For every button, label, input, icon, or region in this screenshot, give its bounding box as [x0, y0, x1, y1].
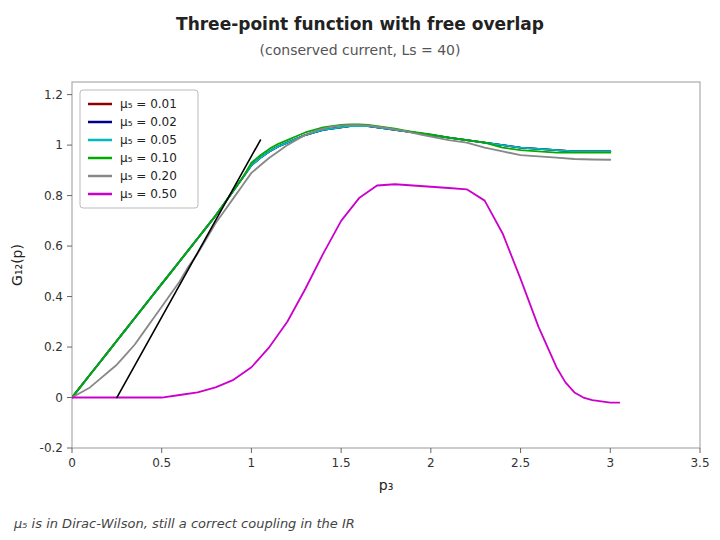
plot-frame: [72, 82, 700, 448]
y-tick-label: -0.2: [40, 441, 63, 455]
y-tick-label: 0.4: [44, 290, 63, 304]
legend-label: μ₅ = 0.05: [120, 133, 177, 147]
legend-swatch: [88, 175, 112, 178]
x-tick-label: 1: [248, 456, 256, 470]
y-tick-label: 0.6: [44, 239, 63, 253]
series-line: [72, 184, 619, 402]
legend-label: μ₅ = 0.02: [120, 115, 177, 129]
legend-swatch: [88, 121, 112, 124]
legend-label: μ₅ = 0.20: [120, 169, 177, 183]
x-tick: [700, 448, 701, 453]
title: Three-point function with free overlap: [176, 14, 544, 34]
y-tick-label: 1: [55, 138, 63, 152]
x-tick-label: 2: [427, 456, 435, 470]
y-tick: [67, 246, 72, 247]
y-tick-label: 1.2: [44, 88, 63, 102]
legend-swatch: [88, 193, 112, 196]
y-tick-label: 0.2: [44, 340, 63, 354]
annotation: μ₅ is in Dirac-Wilson, still a correct c…: [13, 516, 355, 531]
x-tick: [161, 448, 162, 453]
x-tick: [430, 448, 431, 453]
chart: Three-point function with free overlap (c…: [0, 0, 720, 540]
x-tick-label: 1.5: [332, 456, 351, 470]
legend-label: μ₅ = 0.10: [120, 151, 177, 165]
x-tick: [610, 448, 611, 453]
x-tick-label: 0: [68, 456, 76, 470]
x-tick: [341, 448, 342, 453]
legend-swatch: [88, 139, 112, 142]
legend-label: μ₅ = 0.50: [120, 187, 177, 201]
y-tick: [67, 94, 72, 95]
y-tick: [67, 347, 72, 348]
x-tick-label: 2.5: [511, 456, 530, 470]
legend-swatch: [88, 103, 112, 106]
x-tick-label: 0.5: [152, 456, 171, 470]
x-axis-label: p₃: [379, 477, 394, 493]
y-tick-label: 0: [55, 391, 63, 405]
x-tick-label: 3.5: [690, 456, 709, 470]
legend-box: [80, 90, 198, 208]
x-tick: [520, 448, 521, 453]
legend-label: μ₅ = 0.01: [120, 97, 177, 111]
legend-swatch: [88, 157, 112, 160]
legend: μ₅ = 0.01 μ₅ = 0.02 μ₅ = 0.05 μ₅ = 0.10 μ₅ =…: [80, 90, 198, 208]
subtitle: (conserved current, Ls = 40): [260, 42, 461, 58]
x-tick: [251, 448, 252, 453]
y-tick: [67, 195, 72, 196]
y-tick-label: 0.8: [44, 189, 63, 203]
x-tick-label: 3: [606, 456, 614, 470]
y-tick: [67, 296, 72, 297]
y-tick: [67, 448, 72, 449]
y-tick: [67, 397, 72, 398]
y-tick: [67, 145, 72, 146]
y-axis-label: G₁₂(p): [9, 244, 25, 286]
axes: 0 0.5 1 1.5 2 2.5 3 3.5 -0.2 0 0.2 0.4 0.6 0.8 1 1.2: [40, 88, 710, 470]
x-tick: [72, 448, 73, 453]
